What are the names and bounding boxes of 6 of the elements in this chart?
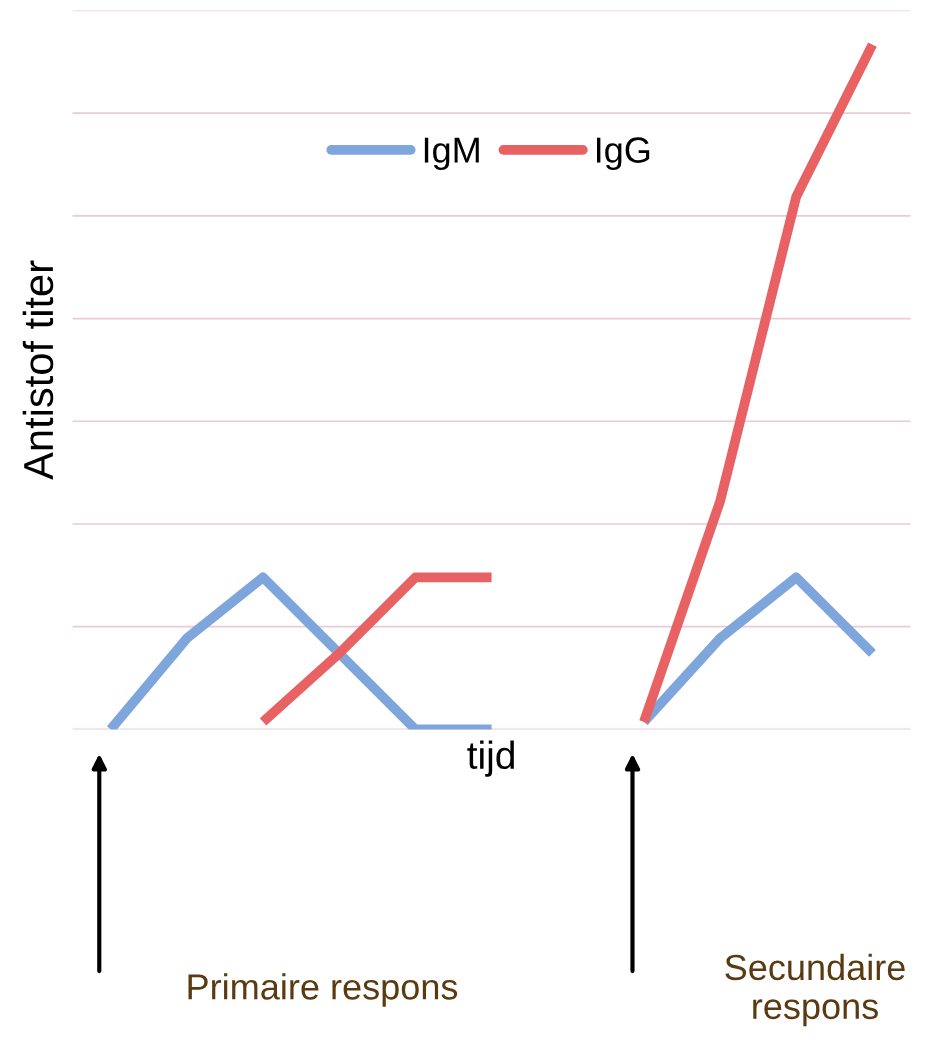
x-axis-title: tijd: [467, 740, 514, 777]
legend-label: IgM: [424, 137, 479, 171]
text: Secundaire respons: [725, 953, 905, 1027]
text: Primaire respons: [188, 973, 458, 1007]
legend-label: IgG: [597, 137, 650, 171]
y-axis-title: Antistof titer: [22, 260, 54, 480]
